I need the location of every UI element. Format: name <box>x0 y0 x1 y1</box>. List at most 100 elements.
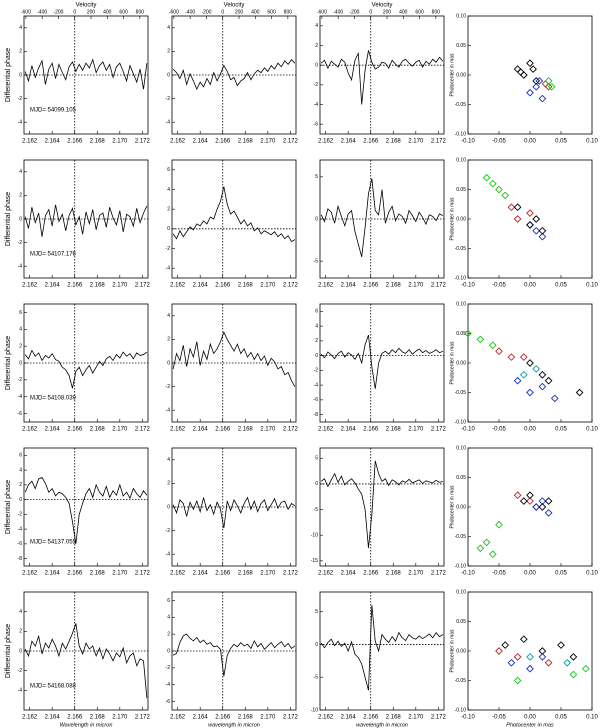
x-tick-label: 2.168 <box>90 283 106 289</box>
scatter-point <box>538 370 547 379</box>
x-tick-label: 2.170 <box>112 571 128 577</box>
x2-tick-label: 400 <box>399 9 408 15</box>
panel-frame <box>319 447 445 567</box>
y-tick-label: 5 <box>315 609 318 615</box>
x-tick-label: 2.168 <box>238 427 254 433</box>
scatter-point <box>550 394 559 403</box>
x-tick-label: 0.00 <box>524 139 536 145</box>
y-tick-label: 2 <box>19 343 22 349</box>
scatter-point <box>516 68 525 76</box>
data-line <box>172 496 296 529</box>
data-line <box>172 633 296 677</box>
panel-frame <box>319 15 445 135</box>
y-axis-label: Photocenter in mas <box>449 53 455 97</box>
scatter-point <box>547 82 556 91</box>
x2-tick-label: 400 <box>103 9 112 15</box>
y-axis-label: Photocenter in mas <box>449 629 455 673</box>
x-tick-label: 2.162 <box>170 283 186 289</box>
y-tick-label: 0 <box>315 481 318 487</box>
y-tick-label: -4 <box>18 394 23 400</box>
y-tick-label: 0 <box>19 360 22 366</box>
x-tick-label: 0.00 <box>524 571 536 577</box>
y-tick-label: -6 <box>166 699 171 705</box>
x-tick-label: -0.05 <box>492 139 506 145</box>
y-tick-label: 6 <box>315 309 318 315</box>
scatter-point <box>501 641 510 649</box>
y-tick-label: 0 <box>167 360 170 366</box>
x-tick-label: 2.168 <box>386 427 402 433</box>
x-tick-label: 2.166 <box>67 427 83 433</box>
x-tick-label: 2.168 <box>238 283 254 289</box>
x-tick-label: 2.168 <box>90 139 106 145</box>
y-tick-label: 2 <box>19 193 22 199</box>
y-tick-label: -4 <box>166 682 171 688</box>
y-tick-label: 6 <box>19 453 22 459</box>
y-tick-label: 4 <box>19 169 22 175</box>
y-tick-label: -2 <box>18 512 23 518</box>
scatter-point <box>563 658 572 667</box>
y-tick-label: -2 <box>314 368 319 374</box>
y-tick-label: 0.05 <box>456 187 466 193</box>
x-tick-label: 2.164 <box>193 571 209 577</box>
x-tick-label: 0.10 <box>586 427 598 433</box>
y-tick-label: 2 <box>19 629 22 635</box>
x-tick-label: 2.166 <box>363 715 379 721</box>
x-tick-label: 2.168 <box>238 571 254 577</box>
panel-frame <box>467 303 593 423</box>
scatter-point <box>519 635 528 644</box>
x-tick-label: 2.162 <box>318 571 334 577</box>
x-tick-label: 2.164 <box>341 139 357 145</box>
y-tick-label: 0.05 <box>456 619 466 625</box>
x-tick-label: 2.170 <box>260 283 276 289</box>
y-tick-label: 2 <box>315 338 318 344</box>
y-axis-label: Differential phase <box>5 624 12 678</box>
scatter-point <box>575 388 584 397</box>
data-line <box>320 334 444 389</box>
x-tick-label: -0.10 <box>461 715 475 721</box>
y-tick-label: 0 <box>315 62 318 68</box>
scatter-point <box>532 215 541 223</box>
y-tick-label: -2 <box>166 528 171 534</box>
x-tick-label: 2.170 <box>112 139 128 145</box>
scatter-point <box>488 341 497 350</box>
x2-tick-label: -600 <box>317 9 327 15</box>
x-tick-label: 2.166 <box>363 139 379 145</box>
y-tick-label: -10 <box>311 707 318 713</box>
x-tick-label: 0.05 <box>555 283 567 289</box>
x2-axis-label: Velocity <box>76 3 97 9</box>
x-tick-label: 2.170 <box>408 283 424 289</box>
x-tick-label: 2.164 <box>45 283 61 289</box>
scatter-point <box>519 497 528 505</box>
y-tick-label: 4 <box>19 609 22 615</box>
scatter-point <box>526 388 534 397</box>
x-tick-label: 2.162 <box>22 139 38 145</box>
y-tick-label: -2 <box>18 96 23 102</box>
scatter-point <box>526 359 534 367</box>
y-tick-label: -5 <box>314 507 319 513</box>
y-tick-label: 0.05 <box>456 331 466 337</box>
x-tick-label: 2.164 <box>341 283 357 289</box>
scatter-point <box>569 670 578 679</box>
y-axis-label: Differential phase <box>5 48 12 102</box>
x-tick-label: 2.166 <box>363 571 379 577</box>
x-tick-label: 2.162 <box>22 427 38 433</box>
x-tick-label: 2.168 <box>90 571 106 577</box>
x-tick-label: 2.172 <box>431 715 447 721</box>
y-tick-label: 0 <box>19 72 22 78</box>
scatter-point <box>581 664 590 673</box>
x-tick-label: 2.170 <box>260 715 276 721</box>
x-axis-label: wavelength in micron <box>208 722 260 728</box>
y-tick-label: -8 <box>314 412 319 418</box>
scatter-point <box>544 77 553 85</box>
x-tick-label: 2.164 <box>45 427 61 433</box>
scatter-point <box>519 353 528 361</box>
data-line <box>24 204 148 237</box>
x-axis-label: Wavelength in micron <box>60 722 113 728</box>
x-tick-label: 2.166 <box>363 427 379 433</box>
scatter-point <box>495 347 503 356</box>
y-tick-label: -0.05 <box>455 678 467 684</box>
x-tick-label: 2.166 <box>215 139 231 145</box>
